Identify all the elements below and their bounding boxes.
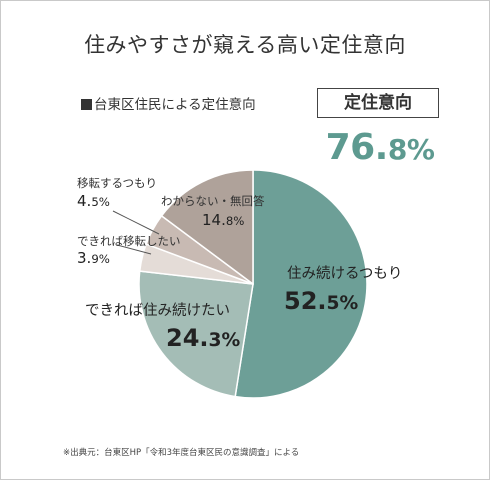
settlement-rate-label: 定住意向	[317, 88, 439, 118]
chart-subtitle: 台東区住民による定住意向	[81, 93, 256, 113]
slice-value-4: 14.8%	[202, 211, 244, 229]
pie-slice-0	[234, 169, 368, 399]
slice-value-3-small: 5%	[91, 195, 110, 209]
slice-value-2-small: 9%	[91, 252, 110, 266]
leader-line-want-move	[116, 244, 152, 255]
slice-label-4: わからない・無回答	[161, 194, 265, 208]
page-title: 住みやすさが窺える高い定住意向	[84, 33, 406, 57]
slice-value-3: 4.5%	[77, 192, 110, 210]
settlement-rate-value-small: 8%	[387, 133, 435, 166]
pie-slices	[138, 169, 368, 399]
slice-value-0-main: 52.	[284, 287, 327, 315]
slice-value-2-main: 3.	[77, 249, 92, 267]
source-footnote: ※出典元：台東区HP「令和3年度台東区民の意識調査」による	[63, 448, 300, 458]
slice-value-3-main: 4.	[77, 192, 92, 210]
settlement-rate-value-main: 76.	[325, 127, 389, 168]
slice-value-1-main: 24.	[166, 324, 209, 352]
slice-value-2: 3.9%	[77, 249, 110, 267]
slice-value-4-small: 8%	[225, 214, 245, 228]
slice-value-4-main: 14.	[202, 211, 226, 229]
slice-value-0-small: 5%	[326, 293, 359, 314]
settlement-rate-value: 76.8%	[317, 127, 443, 168]
slice-label-0: 住み続けるつもり	[287, 266, 403, 282]
leader-line-move-out	[112, 210, 160, 235]
slice-value-1-small: 3%	[208, 330, 241, 351]
slice-label-1: できれば住み続けたい	[85, 303, 230, 319]
slice-label-2: できれば移転したい	[77, 234, 181, 248]
square-bullet-icon	[81, 99, 92, 110]
slice-value-1: 24.3%	[166, 324, 240, 352]
chart-subtitle-text: 台東区住民による定住意向	[94, 97, 256, 113]
pie-slice-1	[138, 270, 254, 398]
pie-slice-4	[160, 169, 254, 286]
slice-value-0: 52.5%	[284, 287, 358, 315]
slice-label-3: 移転するつもり	[77, 176, 158, 190]
